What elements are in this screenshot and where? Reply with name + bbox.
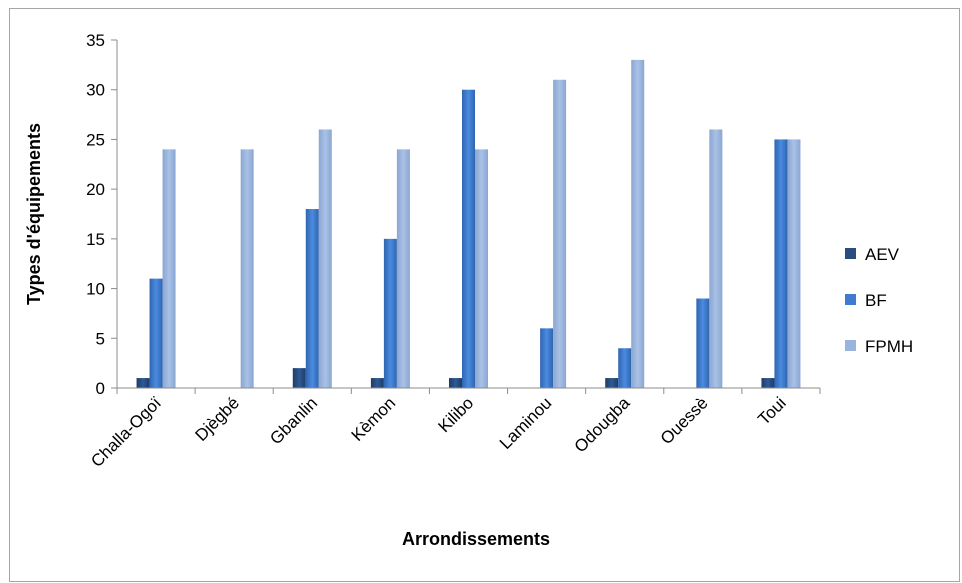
axes-layer	[111, 39, 821, 394]
x-tick-label: Toui	[754, 393, 789, 428]
x-tick-label: Ouessè	[657, 393, 712, 448]
legend-label-aev: AEV	[865, 245, 900, 264]
bar-bf	[618, 348, 632, 388]
bars-layer	[136, 59, 801, 389]
bar-fpmh	[240, 149, 254, 388]
bar-bf	[696, 298, 710, 388]
legend-swatch-fpmh	[845, 340, 856, 351]
x-tick-label: Djègbé	[191, 393, 243, 445]
bar-fpmh	[396, 149, 410, 388]
y-tick-labels: 0 5 10 15 20 25 30 35	[86, 31, 105, 398]
x-tick-label: Challa-Ogoï	[87, 393, 165, 471]
bar-bf	[774, 139, 788, 388]
bar-bf	[540, 328, 554, 388]
legend-swatch-bf	[845, 294, 856, 305]
y-tick-label: 35	[86, 31, 105, 50]
y-tick-label: 30	[86, 81, 105, 100]
y-tick-label: 10	[86, 280, 105, 299]
legend: AEV BF FPMH	[845, 245, 913, 356]
x-tick-label: Laminou	[496, 393, 556, 453]
legend-label-bf: BF	[865, 291, 887, 310]
bar-fpmh	[553, 79, 567, 389]
x-tick-label: Odougba	[571, 393, 634, 456]
bar-fpmh	[318, 129, 332, 388]
legend-label-fpmh: FPMH	[865, 337, 913, 356]
y-tick-label: 25	[86, 130, 105, 149]
y-tick-label: 5	[96, 329, 105, 348]
y-tick-label: 20	[86, 180, 105, 199]
bar-aev	[292, 368, 306, 388]
bar-fpmh	[709, 129, 723, 388]
bar-fpmh	[787, 139, 801, 388]
x-tick-label: Kèmon	[348, 393, 400, 445]
bar-fpmh	[475, 149, 488, 388]
y-axis-title: Types d'équipements	[24, 123, 44, 305]
bar-bf	[305, 209, 319, 388]
x-tick-label: Gbanlin	[266, 393, 321, 448]
bar-bf	[383, 238, 397, 388]
bar-aev	[605, 378, 619, 388]
bar-aev	[136, 378, 150, 388]
bar-aev	[370, 378, 384, 388]
bar-bf	[462, 89, 475, 388]
bar-aev	[761, 378, 775, 388]
legend-swatch-aev	[845, 248, 856, 259]
bar-fpmh	[162, 149, 176, 388]
x-axis-title: Arrondissements	[402, 529, 550, 549]
bar-fpmh	[631, 59, 645, 389]
bar-aev	[449, 378, 462, 388]
x-tick-labels: Challa-Ogoï Djègbé Gbanlin Kèmon Kilibo Lamin…	[87, 393, 789, 471]
y-tick-label: 15	[86, 230, 105, 249]
y-tick-label: 0	[96, 379, 105, 398]
bar-bf	[149, 278, 163, 388]
x-tick-label: Kilibo	[434, 393, 477, 436]
